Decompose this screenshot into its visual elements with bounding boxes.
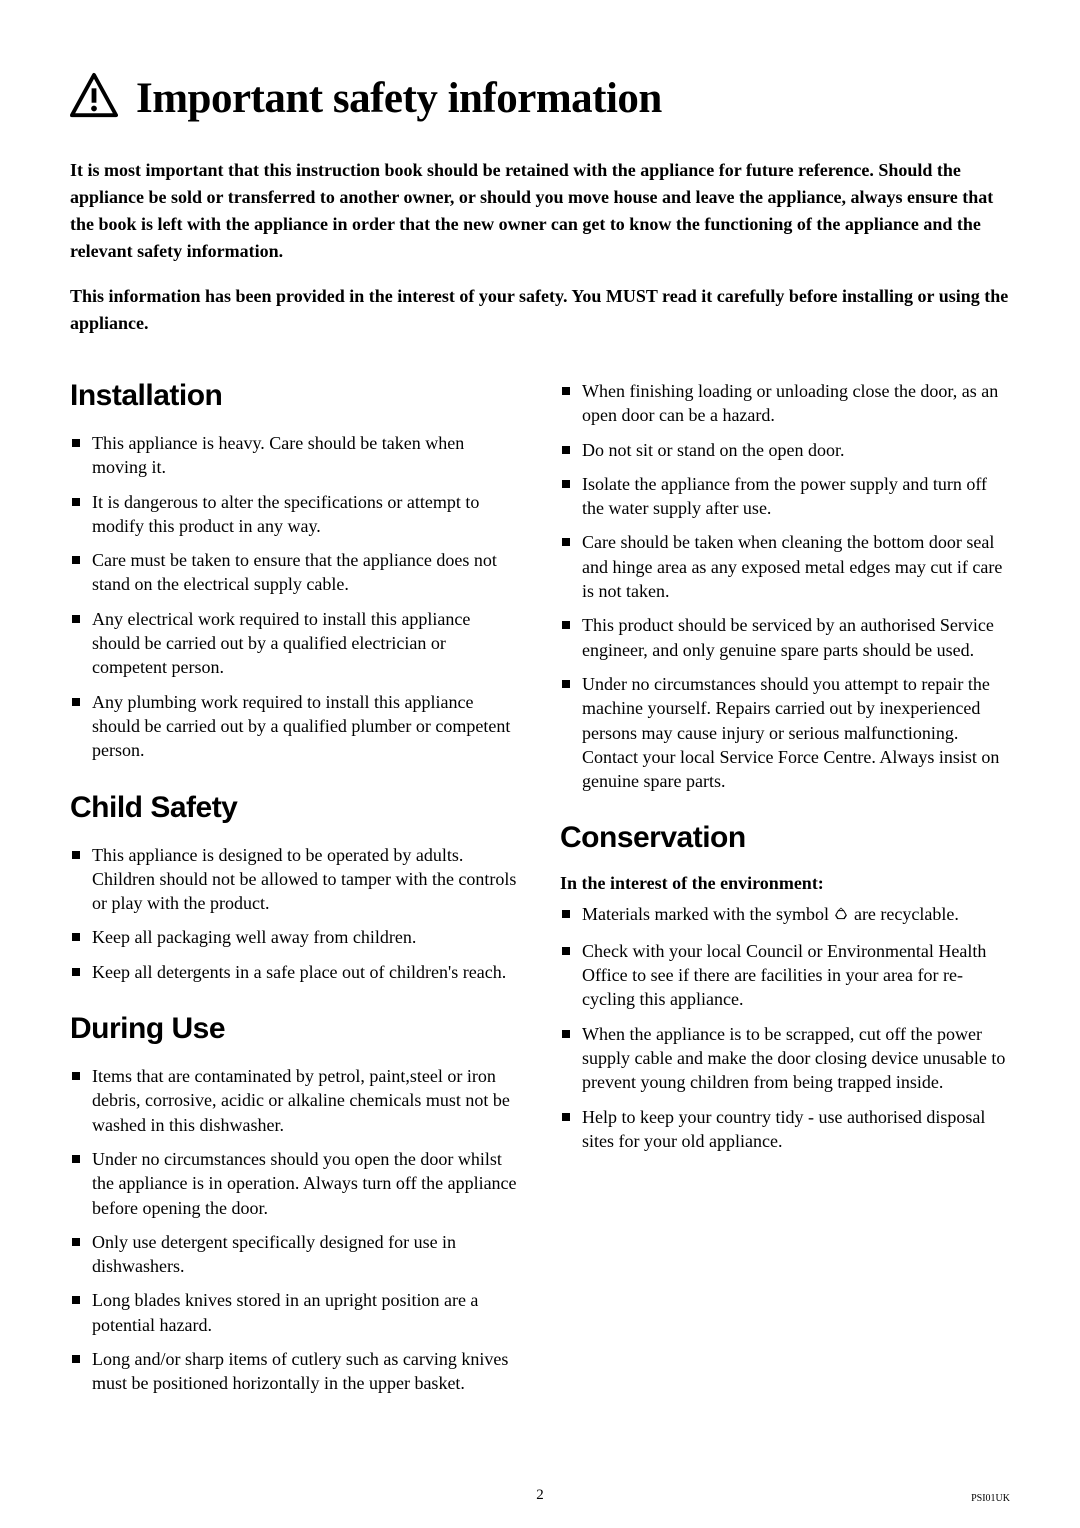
- list-item: When finishing loading or unloading clos…: [560, 379, 1010, 428]
- list-item: Any plumbing work required to install th…: [70, 690, 520, 763]
- list-item: This appliance is designed to be operate…: [70, 843, 520, 916]
- recyclable-text-pre: Materials marked with the symbol: [582, 904, 833, 924]
- list-item: Care should be taken when cleaning the b…: [560, 530, 1010, 603]
- heading-during-use: During Use: [70, 1012, 520, 1046]
- list-item: It is dangerous to alter the specificati…: [70, 490, 520, 539]
- title-row: Important safety information: [70, 72, 1010, 125]
- right-column: When finishing loading or unloading clos…: [560, 379, 1010, 1406]
- list-item: Only use detergent specifically designed…: [70, 1230, 520, 1279]
- list-item: Isolate the appliance from the power sup…: [560, 472, 1010, 521]
- intro-paragraph-2: This information has been provided in th…: [70, 283, 1010, 337]
- list-item: Check with your local Council or Environ…: [560, 939, 1010, 1012]
- recycle-icon: [833, 904, 849, 928]
- intro-paragraph-1: It is most important that this instructi…: [70, 157, 1010, 265]
- during-use-list: Items that are contaminated by petrol, p…: [70, 1064, 520, 1396]
- page-number: 2: [536, 1487, 544, 1504]
- list-item: Under no circumstances should you attemp…: [560, 672, 1010, 793]
- list-item: Items that are contaminated by petrol, p…: [70, 1064, 520, 1137]
- list-item: Keep all packaging well away from childr…: [70, 925, 520, 949]
- list-item-recyclable: Materials marked with the symbol are rec…: [560, 902, 1010, 928]
- page-title: Important safety information: [136, 74, 662, 123]
- list-item: Any electrical work required to install …: [70, 607, 520, 680]
- list-item: Under no circumstances should you open t…: [70, 1147, 520, 1220]
- list-item: When the appliance is to be scrapped, cu…: [560, 1022, 1010, 1095]
- list-item: Care must be taken to ensure that the ap…: [70, 548, 520, 597]
- list-item: This product should be serviced by an au…: [560, 613, 1010, 662]
- recyclable-text-post: are recyclable.: [849, 904, 958, 924]
- list-item: Long blades knives stored in an upright …: [70, 1288, 520, 1337]
- warning-triangle-icon: [70, 72, 136, 125]
- list-item: Help to keep your country tidy - use aut…: [560, 1105, 1010, 1154]
- child-safety-list: This appliance is designed to be operate…: [70, 843, 520, 984]
- list-item: This appliance is heavy. Care should be …: [70, 431, 520, 480]
- content-columns: Installation This appliance is heavy. Ca…: [70, 379, 1010, 1406]
- during-use-list-continued: When finishing loading or unloading clos…: [560, 379, 1010, 793]
- conservation-subheading: In the interest of the environment:: [560, 873, 1010, 894]
- document-code: PSI01UK: [971, 1493, 1010, 1504]
- list-item: Long and/or sharp items of cutlery such …: [70, 1347, 520, 1396]
- installation-list: This appliance is heavy. Care should be …: [70, 431, 520, 763]
- left-column: Installation This appliance is heavy. Ca…: [70, 379, 520, 1406]
- list-item: Do not sit or stand on the open door.: [560, 438, 1010, 462]
- conservation-list: Materials marked with the symbol are rec…: [560, 902, 1010, 1153]
- heading-installation: Installation: [70, 379, 520, 413]
- heading-child-safety: Child Safety: [70, 791, 520, 825]
- list-item: Keep all detergents in a safe place out …: [70, 960, 520, 984]
- heading-conservation: Conservation: [560, 821, 1010, 855]
